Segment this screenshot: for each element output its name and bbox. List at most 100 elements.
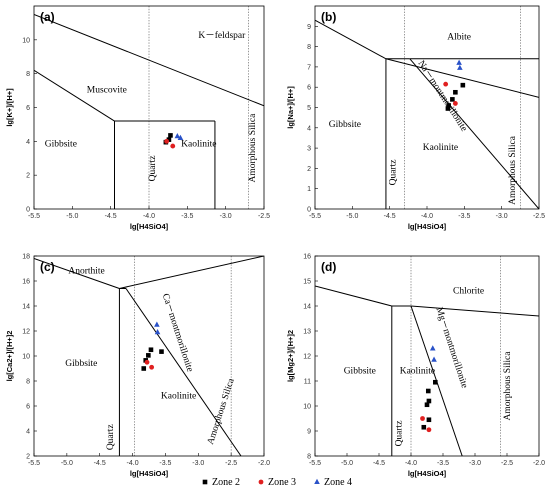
field-label: Mg－montmorillonite [433, 306, 469, 389]
x-tick-label: -5.5 [28, 213, 40, 220]
data-point [456, 59, 462, 65]
field-label: Gibbsite [65, 359, 97, 369]
field-label: Quartz [389, 160, 399, 186]
data-point [141, 366, 147, 371]
data-point [149, 364, 155, 370]
field-label: K－feldspar [198, 30, 246, 41]
field-label: Kaolinite [161, 392, 196, 402]
panel-label: (d) [321, 260, 336, 274]
y-tick-label: 14 [22, 304, 30, 311]
legend-marker [314, 478, 320, 484]
x-tick-label: -4.5 [94, 460, 106, 467]
x-tick-label: -5.0 [66, 213, 78, 220]
data-point [166, 137, 172, 142]
y-axis-title: lg[Na+]/[H+] [286, 86, 295, 129]
y-tick-label: 9 [307, 24, 311, 31]
data-point [425, 388, 431, 394]
x-tick-label: -5.0 [346, 213, 358, 220]
field-label: Quartz [148, 155, 158, 181]
data-point [452, 101, 458, 106]
y-tick-label: 10 [22, 37, 30, 44]
y-tick-label: 14 [303, 304, 311, 311]
stability-boundary [119, 256, 264, 289]
stability-boundary [34, 13, 264, 107]
panel-2: -5.5 -5.0 -4.5 -4.0 -3.5 -3.0 -2.5 -2.0 2 4 6 8 10 12… [5, 254, 270, 479]
field-label: Amorphous Silica [503, 351, 513, 421]
data-point [177, 134, 184, 140]
y-tick-label: 0 [307, 207, 311, 214]
x-tick-label: -3.5 [159, 460, 171, 467]
y-tick-label: 15 [303, 279, 311, 286]
plot-frame [314, 5, 540, 210]
field-label: Gibbsite [45, 139, 77, 149]
stability-boundary [409, 58, 539, 209]
data-point [446, 103, 451, 108]
y-tick-label: 2 [307, 166, 311, 173]
y-tick-label: 13 [303, 329, 311, 336]
stability-boundary [385, 58, 539, 98]
data-point [421, 424, 427, 430]
y-tick-label: 4 [26, 429, 30, 436]
x-tick-label: -3.5 [437, 460, 449, 467]
field-label: Na－montmorillonite [416, 59, 469, 133]
x-tick-label: -4.5 [105, 213, 117, 220]
data-point [154, 321, 160, 327]
x-tick-label: -4.0 [127, 460, 139, 467]
data-point [148, 347, 154, 353]
field-label: Ca－montmorillonite [160, 292, 195, 373]
x-tick-label: -3.0 [220, 213, 232, 220]
field-label: Albite [447, 32, 471, 42]
data-point [443, 81, 449, 87]
field-label: Kaolinite [181, 139, 216, 149]
y-tick-label: 2 [26, 173, 30, 180]
field-label: Quartz [106, 424, 116, 450]
y-tick-label: 11 [304, 379, 311, 386]
y-tick-label: 8 [307, 44, 311, 51]
y-tick-label: 4 [307, 125, 311, 132]
data-point [159, 349, 164, 354]
panel-label: (a) [40, 10, 55, 24]
data-point [450, 97, 455, 102]
x-tick-label: -4.0 [143, 213, 155, 220]
x-tick-label: -2.5 [533, 213, 545, 220]
stability-boundary [34, 258, 120, 289]
y-tick-label: 10 [303, 404, 311, 411]
y-tick-label: 5 [307, 105, 311, 112]
y-tick-label: 0 [26, 207, 30, 214]
legend-label: Zone 4 [324, 477, 352, 488]
legend: Zone 2 Zone 3 Zone 4 [202, 477, 352, 488]
stability-boundary [315, 285, 392, 307]
data-point [164, 138, 170, 144]
x-tick-label: -4.5 [373, 460, 385, 467]
legend-label: Zone 2 [212, 477, 240, 488]
y-tick-label: 10 [22, 354, 30, 361]
y-tick-label: 16 [22, 279, 30, 286]
x-tick-label: -2.0 [533, 460, 545, 467]
y-tick-label: 1 [307, 186, 311, 193]
y-tick-label: 12 [303, 354, 311, 361]
data-point [426, 417, 432, 423]
legend-marker [258, 479, 264, 485]
field-label: Kaolinite [400, 367, 435, 377]
data-point [146, 353, 151, 358]
x-axis-title: lg[H4SiO4] [130, 222, 169, 231]
x-axis-title: lg[H4SiO4] [408, 222, 447, 231]
x-tick-label: -2.5 [225, 460, 237, 467]
stability-boundary [315, 19, 387, 60]
data-point [420, 416, 425, 421]
x-tick-label: -4.5 [384, 213, 396, 220]
data-point [154, 329, 161, 335]
x-tick-label: -5.5 [309, 213, 321, 220]
x-tick-label: -2.0 [258, 460, 270, 467]
x-tick-label: -3.0 [496, 213, 508, 220]
panel-label: (c) [40, 260, 55, 274]
y-tick-label: 16 [303, 254, 311, 261]
y-tick-label: 2 [26, 454, 30, 461]
x-tick-label: -3.0 [469, 460, 481, 467]
y-axis-title: lg[K+]/[H+] [5, 88, 14, 127]
stability-boundary [410, 305, 539, 317]
data-point [445, 106, 451, 111]
y-tick-label: 18 [22, 254, 30, 261]
data-point [429, 345, 436, 351]
